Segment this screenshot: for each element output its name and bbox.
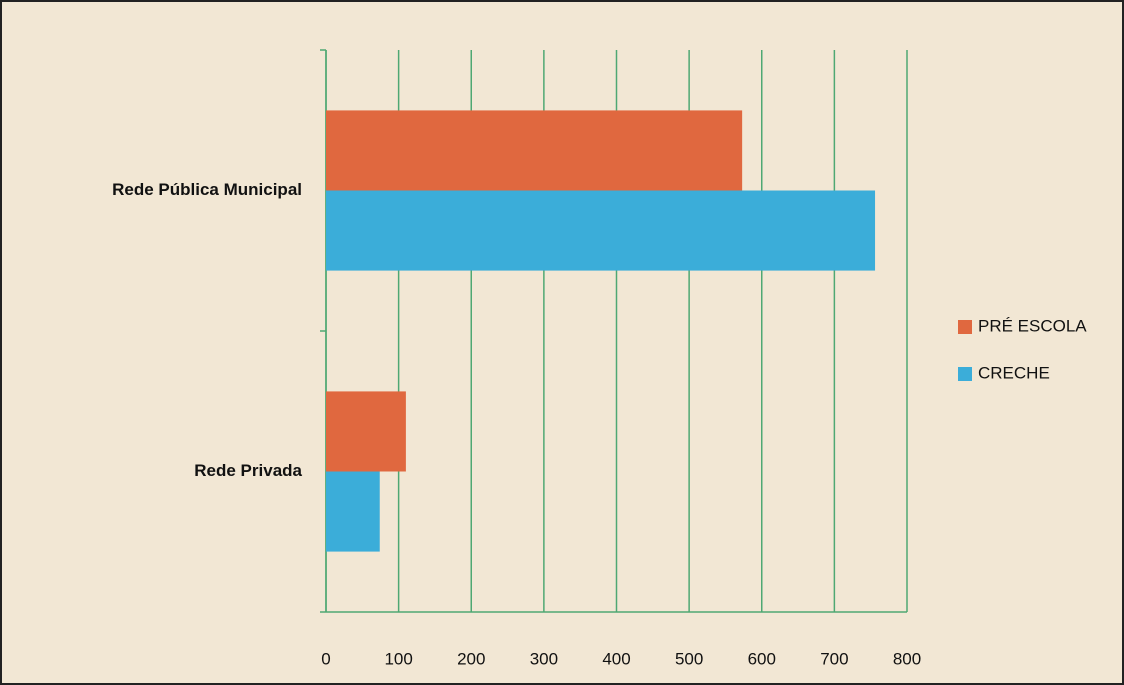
x-tick-label: 600 xyxy=(748,649,776,668)
x-tick-label: 400 xyxy=(602,649,630,668)
legend-label: PRÉ ESCOLA xyxy=(978,316,1087,335)
x-tick-label: 200 xyxy=(457,649,485,668)
bar xyxy=(326,391,406,472)
x-tick-label: 100 xyxy=(384,649,412,668)
legend-swatch xyxy=(958,320,972,334)
y-tick-label: Rede Privada xyxy=(194,461,302,480)
x-tick-label: 700 xyxy=(820,649,848,668)
bar xyxy=(326,190,876,271)
bar xyxy=(326,110,743,191)
x-tick-label: 800 xyxy=(893,649,921,668)
bar xyxy=(326,471,380,552)
x-tick-label: 300 xyxy=(530,649,558,668)
x-tick-label: 0 xyxy=(321,649,330,668)
legend-label: CRECHE xyxy=(978,363,1050,382)
legend-swatch xyxy=(958,367,972,381)
y-tick-label: Rede Pública Municipal xyxy=(112,180,302,199)
x-tick-label: 500 xyxy=(675,649,703,668)
